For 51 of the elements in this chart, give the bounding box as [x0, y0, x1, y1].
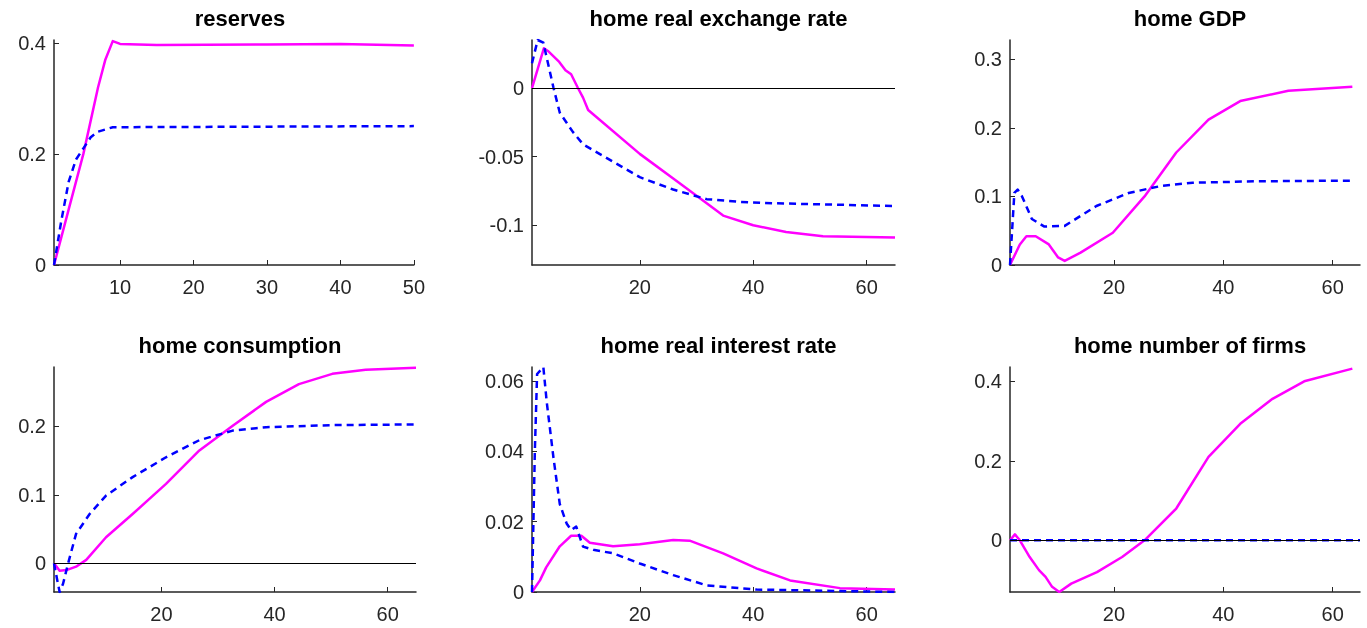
x-tick-label: 40 — [1212, 603, 1235, 625]
y-tick-label: 0.2 — [974, 449, 1002, 472]
y-tick-label: 0.02 — [485, 510, 524, 533]
chart-title: home real interest rate — [600, 332, 837, 358]
line-series — [1008, 85, 1354, 267]
line-series — [530, 46, 897, 239]
y-tick-label: -0.1 — [489, 214, 524, 237]
x-tick-label: 40 — [742, 276, 765, 298]
x-tick-label: 20 — [628, 603, 651, 625]
line-series — [52, 366, 418, 573]
y-tick-label: 0.4 — [974, 370, 1002, 393]
y-tick-label: 0.2 — [18, 142, 46, 165]
x-tick-label: 60 — [376, 603, 399, 625]
y-tick-label: -0.05 — [478, 145, 524, 168]
y-tick-label: 0 — [990, 254, 1002, 276]
chart-title: home consumption — [138, 332, 342, 358]
x-tick-label: 60 — [1321, 276, 1344, 298]
y-tick-label: 0.2 — [18, 415, 46, 438]
x-tick-label: 60 — [855, 603, 878, 625]
y-tick-label: 0.1 — [974, 185, 1002, 208]
x-tick-label: 20 — [182, 276, 205, 298]
x-tick-label: 40 — [263, 603, 286, 625]
x-tick-label: 20 — [1102, 276, 1126, 298]
x-tick-label: 20 — [628, 276, 651, 298]
y-tick-label: 0.4 — [18, 31, 46, 54]
line-series — [530, 365, 897, 594]
x-tick-label: 40 — [742, 603, 765, 625]
y-tick-label: 0.04 — [485, 440, 524, 463]
chart-title: home number of firms — [1073, 332, 1307, 358]
y-tick-label: 0 — [512, 77, 524, 100]
chart-title: reserves — [194, 5, 286, 31]
y-tick-label: 0 — [34, 552, 46, 575]
x-tick-label: 30 — [255, 276, 279, 298]
x-tick-label: 50 — [402, 276, 425, 298]
x-tick-label: 10 — [108, 276, 132, 298]
y-tick-label: 0.1 — [18, 483, 46, 506]
x-tick-label: 60 — [855, 276, 878, 298]
x-tick-label: 60 — [1321, 603, 1344, 625]
y-tick-label: 0.2 — [974, 116, 1002, 139]
x-tick-label: 20 — [150, 603, 173, 625]
x-tick-label: 40 — [329, 276, 352, 298]
x-tick-label: 20 — [1102, 603, 1126, 625]
x-tick-label: 40 — [1212, 276, 1235, 298]
line-series — [52, 39, 416, 267]
y-tick-label: 0.06 — [485, 370, 524, 393]
y-tick-label: 0 — [512, 581, 524, 603]
chart-title: home GDP — [1133, 5, 1247, 31]
chart-title: home real exchange rate — [589, 5, 848, 31]
y-tick-label: 0 — [990, 529, 1002, 552]
y-tick-label: 0 — [34, 254, 46, 276]
y-tick-label: 0.3 — [974, 48, 1002, 71]
